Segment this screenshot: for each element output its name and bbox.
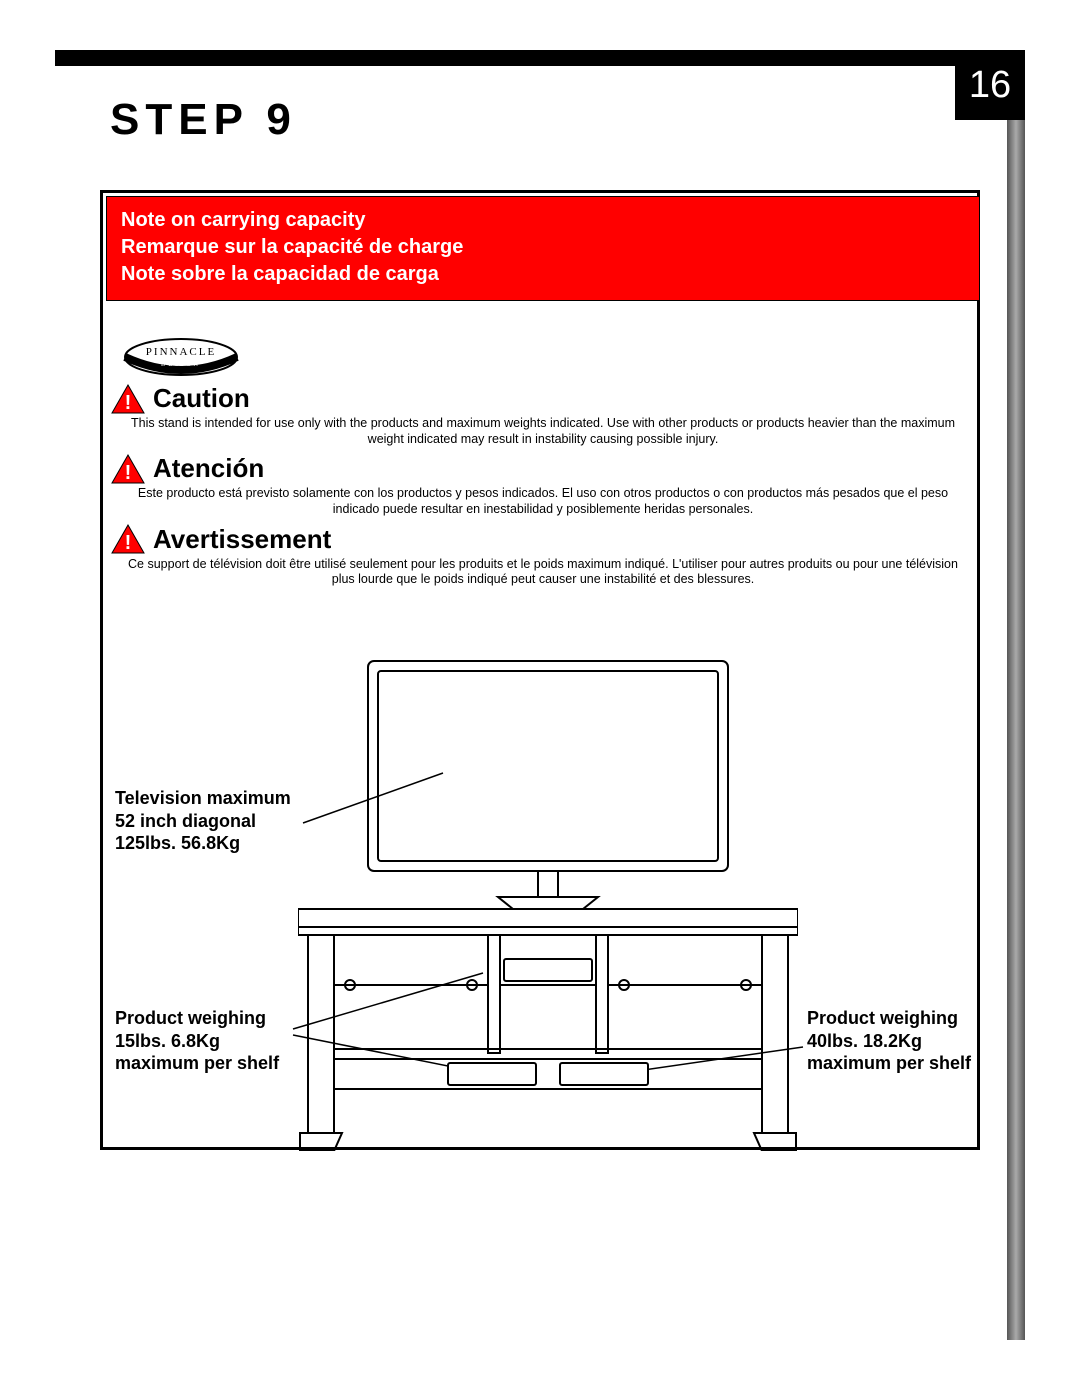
callout-line: Product weighing	[807, 1007, 971, 1030]
callout-line: 40lbs. 18.2Kg	[807, 1030, 971, 1053]
logo-text-sub: DESIGN	[161, 362, 201, 368]
tv-stand-illustration	[298, 653, 798, 1151]
step-title: STEP 9	[110, 95, 297, 145]
callout-shelf-left: Product weighing 15lbs. 6.8Kg maximum pe…	[115, 1007, 279, 1075]
callout-tv: Television maximum 52 inch diagonal 125l…	[115, 787, 291, 855]
banner-line-fr: Remarque sur la capacité de charge	[121, 234, 965, 261]
warning-avertissement: ! Avertissement Ce support de télévision…	[111, 524, 971, 588]
svg-text:!: !	[125, 462, 132, 484]
svg-text:!: !	[125, 392, 132, 414]
warning-icon: !	[111, 454, 145, 484]
callout-line: maximum per shelf	[115, 1052, 279, 1075]
diagram-area: Television maximum 52 inch diagonal 125l…	[103, 653, 983, 1151]
callout-line: maximum per shelf	[807, 1052, 971, 1075]
warning-caution: ! Caution This stand is intended for use…	[111, 383, 971, 447]
warning-icon: !	[111, 524, 145, 554]
content-box: Note on carrying capacity Remarque sur l…	[100, 190, 980, 1150]
svg-text:!: !	[125, 532, 132, 554]
side-gradient-bar	[1007, 120, 1025, 1340]
warning-title: Avertissement	[153, 524, 331, 555]
warning-body: Ce support de télévision doit être utili…	[115, 557, 971, 588]
callout-line: 125lbs. 56.8Kg	[115, 832, 291, 855]
brand-logo: PINNACLE DESIGN	[121, 333, 241, 381]
logo-text-top: PINNACLE	[146, 346, 216, 358]
page-number: 16	[969, 64, 1011, 107]
warning-title: Atención	[153, 453, 264, 484]
banner-line-es: Note sobre la capacidad de carga	[121, 261, 965, 288]
warnings-section: ! Caution This stand is intended for use…	[111, 383, 971, 594]
warning-atencion: ! Atención Este producto está previsto s…	[111, 453, 971, 517]
warning-icon: !	[111, 384, 145, 414]
page-number-box: 16	[955, 50, 1025, 120]
callout-line: 52 inch diagonal	[115, 810, 291, 833]
callout-line: 15lbs. 6.8Kg	[115, 1030, 279, 1053]
warning-body: Este producto está previsto solamente co…	[115, 486, 971, 517]
callout-line: Product weighing	[115, 1007, 279, 1030]
callout-shelf-right: Product weighing 40lbs. 18.2Kg maximum p…	[807, 1007, 971, 1075]
capacity-note-banner: Note on carrying capacity Remarque sur l…	[106, 196, 980, 301]
warning-body: This stand is intended for use only with…	[115, 416, 971, 447]
callout-line: Television maximum	[115, 787, 291, 810]
banner-line-en: Note on carrying capacity	[121, 207, 965, 234]
warning-title: Caution	[153, 383, 250, 414]
